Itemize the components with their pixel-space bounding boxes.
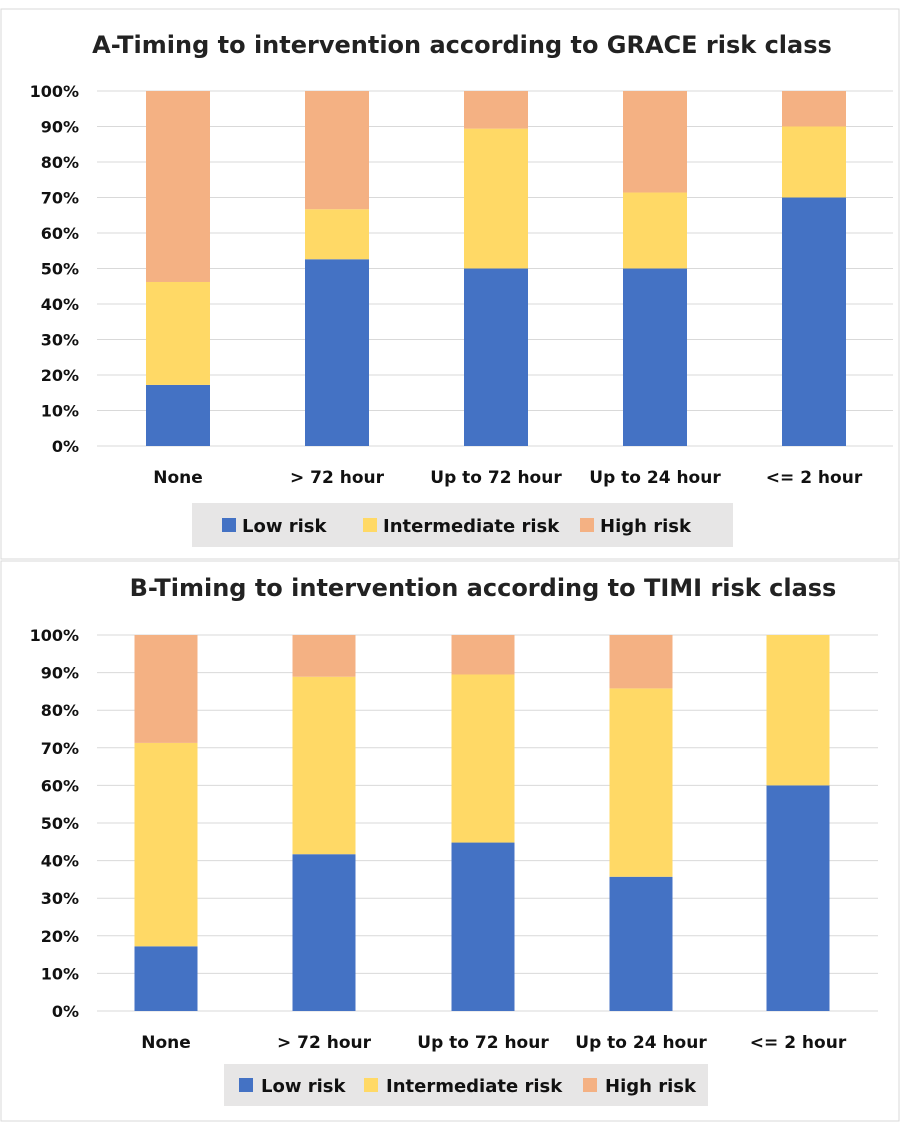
y-tick-label: 70% [41, 189, 79, 208]
bar-segment [292, 635, 356, 677]
legend-label: Intermediate risk [386, 1076, 563, 1097]
legend-label: Low risk [242, 516, 327, 537]
bar-segment [134, 742, 198, 947]
y-tick-label: 80% [41, 701, 79, 720]
x-tick-label: > 72 hour [277, 1033, 372, 1053]
bar-segment [305, 259, 369, 446]
bar-segment [146, 384, 210, 446]
y-tick-label: 90% [41, 118, 79, 137]
x-tick-label: <= 2 hour [766, 468, 863, 488]
chart-title: B-Timing to intervention according to TI… [130, 574, 837, 602]
bar-segment [305, 91, 369, 210]
bar-segment [134, 635, 198, 743]
legend-swatch [583, 1078, 597, 1092]
y-tick-label: 30% [41, 889, 79, 908]
bar-segment [464, 128, 528, 269]
bar-segment [609, 635, 673, 689]
chart-panel-timi: B-Timing to intervention according to TI… [0, 560, 903, 1124]
bar-segment [134, 946, 198, 1011]
x-tick-label: Up to 24 hour [589, 468, 721, 488]
bar-segment [292, 854, 356, 1011]
y-tick-label: 100% [30, 626, 79, 645]
bar-segment [766, 635, 830, 786]
y-tick-label: 50% [41, 814, 79, 833]
bar-segment [451, 674, 515, 843]
bar-segment [464, 91, 528, 129]
legend-swatch [363, 518, 377, 532]
bar-segment [609, 876, 673, 1011]
y-tick-label: 10% [41, 964, 79, 983]
y-tick-label: 40% [41, 852, 79, 871]
y-tick-label: 90% [41, 664, 79, 683]
y-tick-label: 0% [52, 437, 79, 456]
y-tick-label: 60% [41, 776, 79, 795]
x-tick-label: Up to 24 hour [575, 1033, 707, 1053]
bar-segment [146, 281, 210, 385]
y-tick-label: 30% [41, 331, 79, 350]
bar-segment [782, 197, 846, 446]
bar-segment [146, 91, 210, 282]
y-tick-label: 40% [41, 295, 79, 314]
x-tick-label: <= 2 hour [750, 1033, 847, 1053]
bar-segment [451, 842, 515, 1011]
legend-label: Low risk [261, 1076, 346, 1097]
bar-segment [766, 785, 830, 1011]
legend-label: High risk [605, 1076, 697, 1097]
bar-segment [782, 91, 846, 127]
chart-svg-timi: B-Timing to intervention according to TI… [0, 560, 900, 1122]
legend-swatch [364, 1078, 378, 1092]
x-tick-label: > 72 hour [290, 468, 385, 488]
legend-label: High risk [600, 516, 692, 537]
bar-segment [623, 91, 687, 193]
x-tick-label: None [153, 468, 203, 488]
bar-segment [464, 268, 528, 446]
y-tick-label: 60% [41, 224, 79, 243]
bar-segment [292, 676, 356, 855]
chart-svg-grace: A-Timing to intervention according to GR… [0, 8, 900, 560]
bar-segment [782, 126, 846, 198]
bar-segment [451, 635, 515, 675]
bar-segment [623, 192, 687, 269]
bar-segment [609, 688, 673, 877]
y-tick-label: 20% [41, 366, 79, 385]
x-tick-label: None [141, 1033, 191, 1053]
y-tick-label: 10% [41, 402, 79, 421]
y-tick-label: 70% [41, 739, 79, 758]
bar-segment [623, 268, 687, 446]
legend-swatch [222, 518, 236, 532]
legend-label: Intermediate risk [383, 516, 560, 537]
x-tick-label: Up to 72 hour [417, 1033, 549, 1053]
legend-box [224, 1064, 708, 1106]
y-tick-label: 50% [41, 260, 79, 279]
y-tick-label: 20% [41, 927, 79, 946]
legend-swatch [580, 518, 594, 532]
legend-box [192, 503, 733, 547]
y-tick-label: 80% [41, 153, 79, 172]
y-tick-label: 0% [52, 1002, 79, 1021]
legend-swatch [239, 1078, 253, 1092]
bar-segment [305, 209, 369, 260]
chart-title: A-Timing to intervention according to GR… [92, 31, 832, 59]
x-tick-label: Up to 72 hour [430, 468, 562, 488]
y-tick-label: 100% [30, 82, 79, 101]
chart-panel-grace: A-Timing to intervention according to GR… [0, 0, 903, 560]
